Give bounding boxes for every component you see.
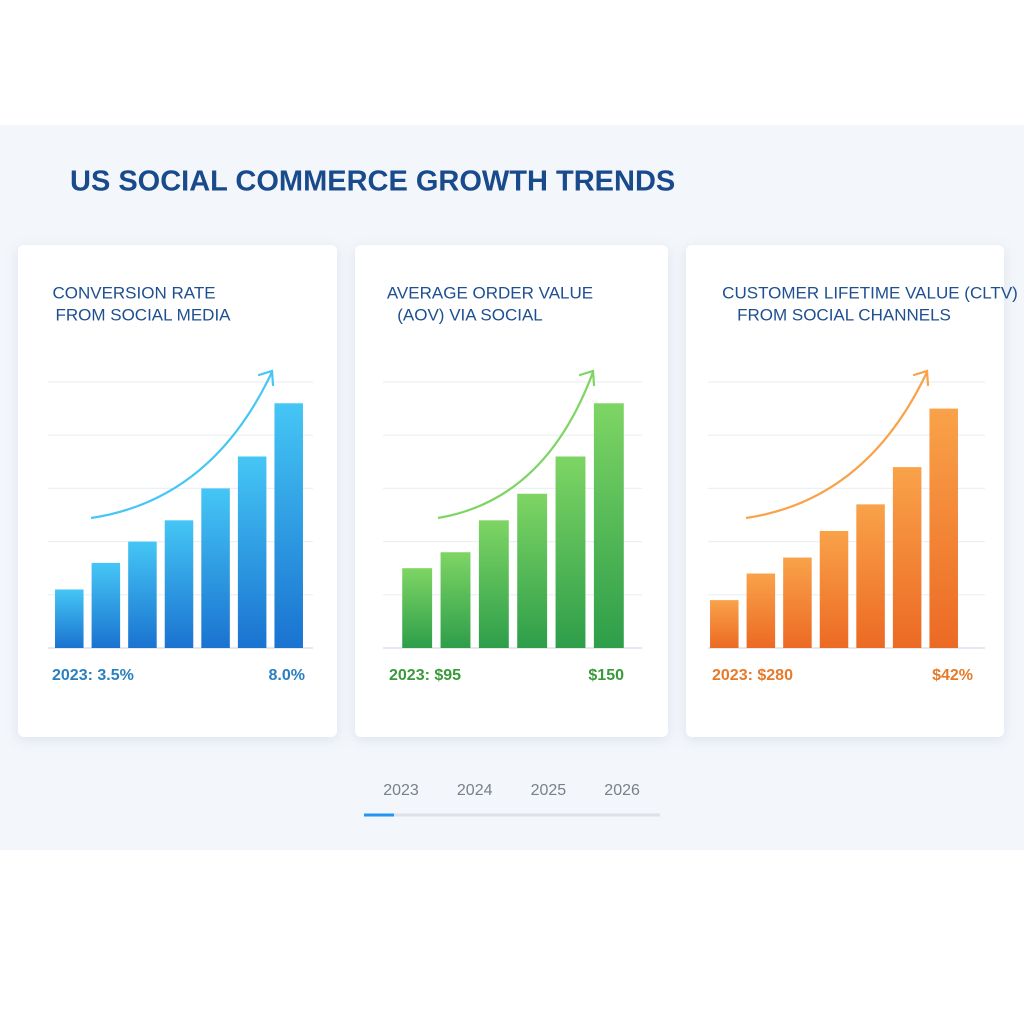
bar xyxy=(710,600,739,648)
bar xyxy=(892,467,922,648)
trend-arrow xyxy=(437,371,595,520)
bar xyxy=(237,456,267,648)
card-subtitle: CONVERSION RATE xyxy=(52,283,215,302)
page-title: US SOCIAL COMMERCE GROWTH TRENDS xyxy=(70,166,675,198)
end-label: 8.0% xyxy=(269,667,305,684)
end-label: $150 xyxy=(588,667,624,684)
trend-arrow xyxy=(90,371,273,520)
card-subtitle: FROM SOCIAL CHANNELS xyxy=(737,305,951,324)
start-label: 2023: $95 xyxy=(389,667,461,684)
bar xyxy=(746,573,776,648)
bar xyxy=(201,488,230,648)
bar xyxy=(555,456,586,648)
bar xyxy=(856,504,885,648)
card-subtitle: (AOV) VIA SOCIAL xyxy=(397,305,543,324)
bar xyxy=(517,493,548,648)
bar xyxy=(929,408,958,648)
card xyxy=(355,245,668,737)
bar xyxy=(91,562,121,648)
bar xyxy=(274,403,303,648)
start-label: 2023: $280 xyxy=(712,667,793,684)
card-subtitle: AVERAGE ORDER VALUE xyxy=(387,283,593,302)
bar xyxy=(783,557,812,648)
arrow-head xyxy=(257,369,275,387)
bar xyxy=(593,403,624,648)
bar xyxy=(164,520,194,648)
bar xyxy=(128,541,157,648)
timeline-label: 2024 xyxy=(457,782,493,799)
bar xyxy=(402,568,433,648)
end-label: $42% xyxy=(932,667,973,684)
bar xyxy=(819,530,849,648)
card-subtitle: CUSTOMER LIFETIME VALUE (CLTV) xyxy=(722,283,1018,302)
trend-arrow xyxy=(745,371,928,520)
timeline-label: 2026 xyxy=(604,782,640,799)
bar xyxy=(55,589,84,648)
arrow-head xyxy=(578,369,596,387)
card-subtitle: FROM SOCIAL MEDIA xyxy=(55,305,231,324)
timeline-label: 2023 xyxy=(383,782,419,799)
arrow-head xyxy=(912,369,930,387)
timeline-label: 2025 xyxy=(531,782,567,799)
start-label: 2023: 3.5% xyxy=(52,667,134,684)
bar xyxy=(440,552,471,648)
bar xyxy=(478,520,509,648)
